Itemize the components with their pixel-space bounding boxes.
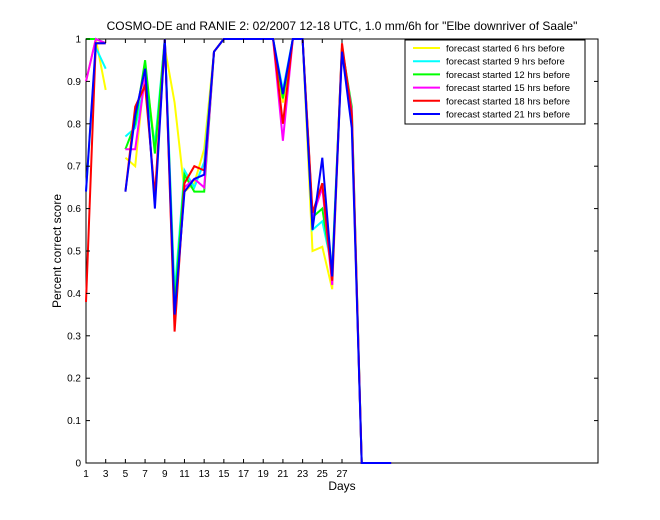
x-axis-label: Days <box>328 479 355 493</box>
x-tick-label: 23 <box>297 469 309 480</box>
x-tick-label: 27 <box>336 469 348 480</box>
legend-entry: forecast started 12 hrs before <box>446 70 570 81</box>
y-tick-label: 0 <box>75 459 81 470</box>
y-axis-label: Percent correct score <box>50 194 64 308</box>
x-axis: 1 3 5 7 9 11 13 15 17 19 21 23 25 27 <box>83 39 348 480</box>
legend-box <box>404 39 586 125</box>
series-line-6 <box>85 38 392 464</box>
x-tick-label: 5 <box>123 469 129 480</box>
x-tick-label: 7 <box>142 469 148 480</box>
legend-entry: forecast started 9 hrs before <box>446 57 565 68</box>
x-tick-label: 9 <box>162 469 168 480</box>
y-tick-label: 0.8 <box>67 119 81 130</box>
y-tick-label: 0.3 <box>67 331 81 342</box>
y-tick-label: 0.2 <box>67 374 81 385</box>
x-tick-label: 17 <box>238 469 250 480</box>
y-tick-label: 0.6 <box>67 204 81 215</box>
legend-entry: forecast started 21 hrs before <box>446 110 570 121</box>
y-axis: 0 0.1 0.2 0.3 0.4 0.5 0.6 0.7 0.8 0.9 1 <box>67 35 598 470</box>
x-tick-label: 25 <box>317 469 329 480</box>
y-tick-label: 0.5 <box>67 247 81 258</box>
series-layer <box>85 37 392 464</box>
legend-entry: forecast started 6 hrs before <box>446 44 565 55</box>
chart-title: COSMO-DE and RANIE 2: 02/2007 12-18 UTC,… <box>107 19 578 33</box>
y-tick-label: 1 <box>75 35 81 46</box>
x-tick-label: 3 <box>103 469 109 480</box>
x-tick-label: 19 <box>258 469 270 480</box>
y-tick-label: 0.1 <box>67 416 81 427</box>
y-tick-label: 0.4 <box>67 289 81 300</box>
legend-entry: forecast started 15 hrs before <box>446 83 570 94</box>
y-tick-label: 0.7 <box>67 162 81 173</box>
x-tick-label: 21 <box>277 469 289 480</box>
x-tick-label: 15 <box>218 469 230 480</box>
x-tick-label: 1 <box>83 469 89 480</box>
legend-entry: forecast started 18 hrs before <box>446 96 570 107</box>
x-tick-label: 11 <box>179 469 190 480</box>
y-tick-label: 0.9 <box>67 77 81 88</box>
x-tick-label: 13 <box>199 469 211 480</box>
legend: forecast started 6 hrs before forecast st… <box>404 39 586 125</box>
